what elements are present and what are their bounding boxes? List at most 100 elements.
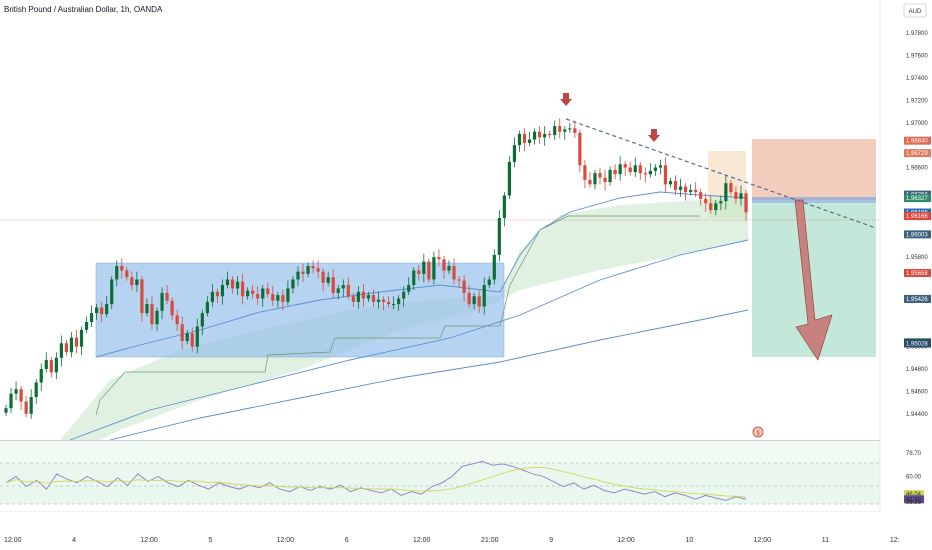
candle-body [89,313,94,323]
candle-body [64,343,69,353]
price-tag-label: 1.96729 [906,151,928,157]
price-tick-label: 1.94400 [906,412,928,418]
candle-body [689,189,693,193]
event-icon-glyph: § [756,431,759,437]
time-tick-label: 12:00 [277,537,295,544]
candle-body [105,304,109,315]
price-axis[interactable] [880,0,932,512]
price-tag-label: 1.96840 [906,139,928,145]
candle-body [160,292,164,311]
candle-body [628,167,632,173]
currency-label: AUD [909,9,922,15]
candle-body [296,271,300,280]
candle-body [593,173,597,185]
candle-body [548,133,552,136]
candle-body [512,145,517,162]
stop-loss-zone[interactable] [752,139,876,200]
price-tick-label: 1.94600 [906,389,928,395]
candle-body [739,193,743,199]
candle-body [709,203,713,211]
candle-body [558,126,562,132]
price-tag [904,212,931,221]
price-tick-label: 1.97000 [906,121,928,127]
candle-body [578,132,582,166]
candle-body [386,301,391,305]
candle-body [321,271,325,283]
candle-body [301,271,305,274]
candle-body [14,389,18,394]
price-tag-label: 1.96327 [906,196,928,202]
candle-body [502,195,506,218]
candle-body [140,279,144,314]
candle-body [185,333,189,342]
time-tick-label: 10 [685,537,693,544]
candle-body [356,291,360,302]
candle-body [200,313,204,327]
rsi-top-band [0,441,880,463]
candle-body [618,164,622,175]
ma-step [95,215,700,416]
candle-body [538,131,542,138]
candle-body [120,266,124,271]
candle-body [522,133,527,143]
ma-fast [95,191,749,358]
candle-body [316,268,320,272]
candle-body [215,291,220,297]
candle-body [306,266,310,274]
event-icon[interactable] [752,426,764,438]
currency-badge[interactable] [903,3,927,18]
candle-body [623,164,627,168]
candle-body [497,217,501,255]
candle-body [397,298,401,305]
entry-band [752,197,876,203]
candle-body [145,304,149,314]
candle-body [190,333,194,347]
candle-body [276,295,280,301]
prior-zone-lower [708,196,746,218]
time-tick-label: 12:00 [140,537,158,544]
candle-body [351,296,355,302]
time-tick-label: 12:00 [413,537,431,544]
trendline[interactable] [565,118,877,229]
candle-body [100,307,104,315]
rsi-ma-line [5,467,747,498]
candle-body [170,300,174,316]
price-tags: 1.968401.967291.963581.963271.961981.961… [904,136,931,348]
candle-body [517,133,522,146]
time-axis[interactable] [0,512,932,550]
ma-slow [109,309,749,441]
candle-body [246,290,250,297]
candle-body [482,285,486,307]
candle-body [95,307,99,314]
rsi-tick-label: 78.70 [906,451,922,457]
down-marker-2 [648,129,660,142]
rsi-tick-label: 39.86 [906,500,922,506]
candle-body [79,329,84,347]
chart-title: British Pound / Australian Dollar, 1h, O… [4,5,163,14]
candle-body [603,177,607,183]
candle-body [658,165,663,168]
time-tick-label: 4 [72,537,76,544]
candle-body [492,254,496,280]
down-marker-1 [560,93,572,106]
candle-body [543,133,547,138]
candle-body [59,343,63,358]
candle-body [694,189,698,193]
price-tag-label: 1.96003 [906,232,928,238]
price-tag-label: 1.95658 [906,271,928,277]
candle-body [633,165,637,173]
candle-body [467,292,471,305]
time-tick-label: 9 [549,537,553,544]
candle-body [487,279,491,286]
candle-body [729,183,733,193]
candle-body [371,295,376,302]
candle-body [719,201,723,204]
price-tick-label: 1.97600 [906,54,928,60]
candle-body [205,301,209,314]
candle-body [125,270,129,278]
candle-body [336,288,340,293]
candle-body [734,192,738,199]
candle-body [392,304,396,306]
candle-body [568,128,572,130]
